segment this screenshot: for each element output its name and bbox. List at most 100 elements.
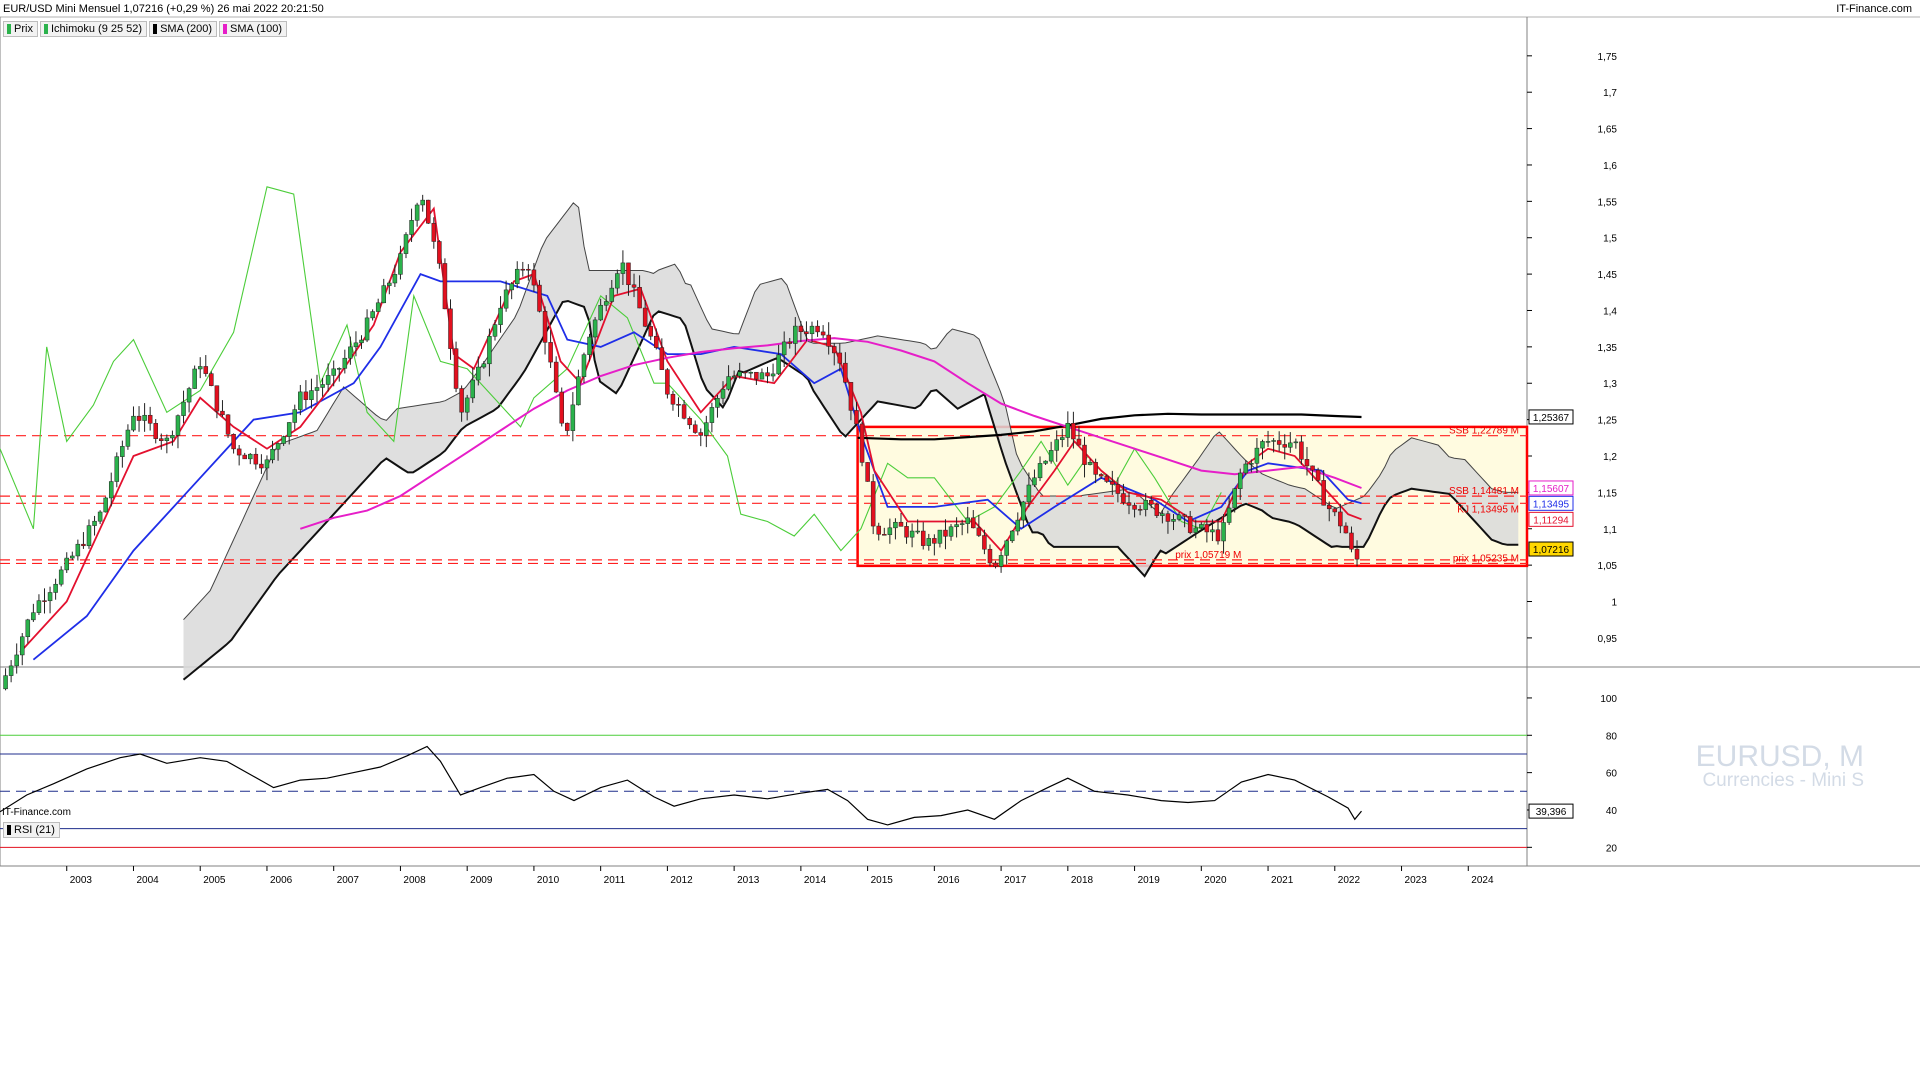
rsi-legend-label: RSI (21) <box>14 824 55 836</box>
candle-body <box>147 414 153 424</box>
price-tag: 1,25367 <box>1528 409 1574 425</box>
legend-item-sma200[interactable]: SMA (200) <box>149 21 218 37</box>
candle-body <box>626 262 631 286</box>
rsi-value-tag: 39,396 <box>1536 807 1567 818</box>
price-tag-box <box>1528 409 1574 425</box>
candle-body <box>53 583 58 593</box>
candle-body <box>1004 540 1009 556</box>
candle-body <box>526 268 531 271</box>
candle-body <box>348 346 353 359</box>
candle-body <box>470 379 475 399</box>
y-tick-label: 1,05 <box>1598 561 1618 572</box>
candle-body <box>1232 488 1237 509</box>
candle-body <box>893 521 898 529</box>
candle-body <box>665 369 670 395</box>
candle-body <box>142 414 147 421</box>
candle-body <box>709 407 715 423</box>
legend-item-price[interactable]: Prix <box>3 21 38 37</box>
candle-body <box>1354 548 1360 560</box>
y-tick-label: 1,7 <box>1603 88 1617 99</box>
candle-body <box>3 675 8 690</box>
legend-item-sma100[interactable]: SMA (100) <box>219 21 287 37</box>
legend-label-ichimoku: Ichimoku (9 25 52) <box>50 23 143 35</box>
candle-body <box>542 311 548 343</box>
candle-body <box>314 387 320 391</box>
candle-body <box>770 373 776 377</box>
candle-body <box>1182 514 1187 517</box>
candle-body <box>865 462 870 482</box>
candle-body <box>870 481 876 527</box>
candle-body <box>370 311 375 319</box>
price-tag-label: 1,11294 <box>1533 515 1569 526</box>
x-tick-label: 2015 <box>871 875 894 886</box>
rsi-tick-label: 100 <box>1600 694 1617 705</box>
candle-body <box>743 371 748 374</box>
candle-body <box>654 335 659 348</box>
candle-body <box>253 453 259 465</box>
candle-body <box>904 526 909 538</box>
series-line-chikou <box>0 186 1222 552</box>
candle-body <box>481 363 487 368</box>
candle-body <box>425 199 431 224</box>
rsi-tick-label: 20 <box>1606 843 1618 854</box>
y-tick-label: 1,1 <box>1603 525 1617 536</box>
x-tick-label: 2021 <box>1271 875 1294 886</box>
series-line-sma-200- <box>857 412 1362 441</box>
candle-body <box>359 339 364 344</box>
rsi-legend-item[interactable]: RSI (21) <box>3 822 60 838</box>
y-tick-label: 1,2 <box>1603 452 1617 463</box>
candle-body <box>303 391 309 400</box>
candle-body <box>398 253 403 275</box>
candle-body <box>915 530 920 533</box>
y-tick-label: 1,65 <box>1598 125 1618 136</box>
candle-body <box>70 555 75 559</box>
candle-body <box>47 592 53 602</box>
candle-body <box>1098 474 1104 477</box>
price-tag-label: 1,25367 <box>1533 413 1570 424</box>
candle-body <box>926 538 932 546</box>
candle-body <box>1299 441 1304 460</box>
candle-body <box>197 366 203 370</box>
x-tick-label: 2023 <box>1405 875 1428 886</box>
candle-body <box>459 388 464 413</box>
price-tag-label: 1,13495 <box>1533 499 1570 510</box>
candle-body <box>731 375 737 378</box>
candle-body <box>1215 529 1221 542</box>
candle-body <box>581 354 587 377</box>
candle-body <box>36 600 42 613</box>
x-tick-label: 2009 <box>470 875 493 886</box>
x-tick-label: 2017 <box>1004 875 1027 886</box>
candle-body <box>954 524 959 528</box>
candle-body <box>1137 509 1143 511</box>
candle-body <box>553 361 559 393</box>
candle-body <box>876 525 881 535</box>
level-label: KJ 1,13495 M <box>1457 504 1519 515</box>
candle-body <box>42 600 47 602</box>
candle-body <box>325 375 331 385</box>
price-swatch-icon <box>7 24 11 34</box>
x-tick-label: 2012 <box>670 875 693 886</box>
candle-body <box>331 368 336 376</box>
candle-body <box>248 453 253 460</box>
legend-item-ichimoku[interactable]: Ichimoku (9 25 52) <box>39 21 148 37</box>
candle-body <box>270 448 275 461</box>
candle-body <box>576 376 581 406</box>
candle-body <box>159 438 164 441</box>
ichimoku-cloud <box>183 202 1519 680</box>
candle-body <box>342 357 348 369</box>
candle-body <box>565 422 570 431</box>
candle-body <box>1165 513 1171 522</box>
y-tick-label: 1,25 <box>1598 416 1618 427</box>
candle-body <box>748 371 754 374</box>
candle-body <box>1132 505 1137 510</box>
candle-body <box>220 410 225 416</box>
candle-body <box>281 436 286 444</box>
candle-body <box>820 331 826 336</box>
candle-body <box>503 289 509 309</box>
candle-body <box>787 341 793 344</box>
candle-body <box>1015 519 1021 532</box>
candle-body <box>170 435 175 439</box>
candle-body <box>453 348 459 389</box>
